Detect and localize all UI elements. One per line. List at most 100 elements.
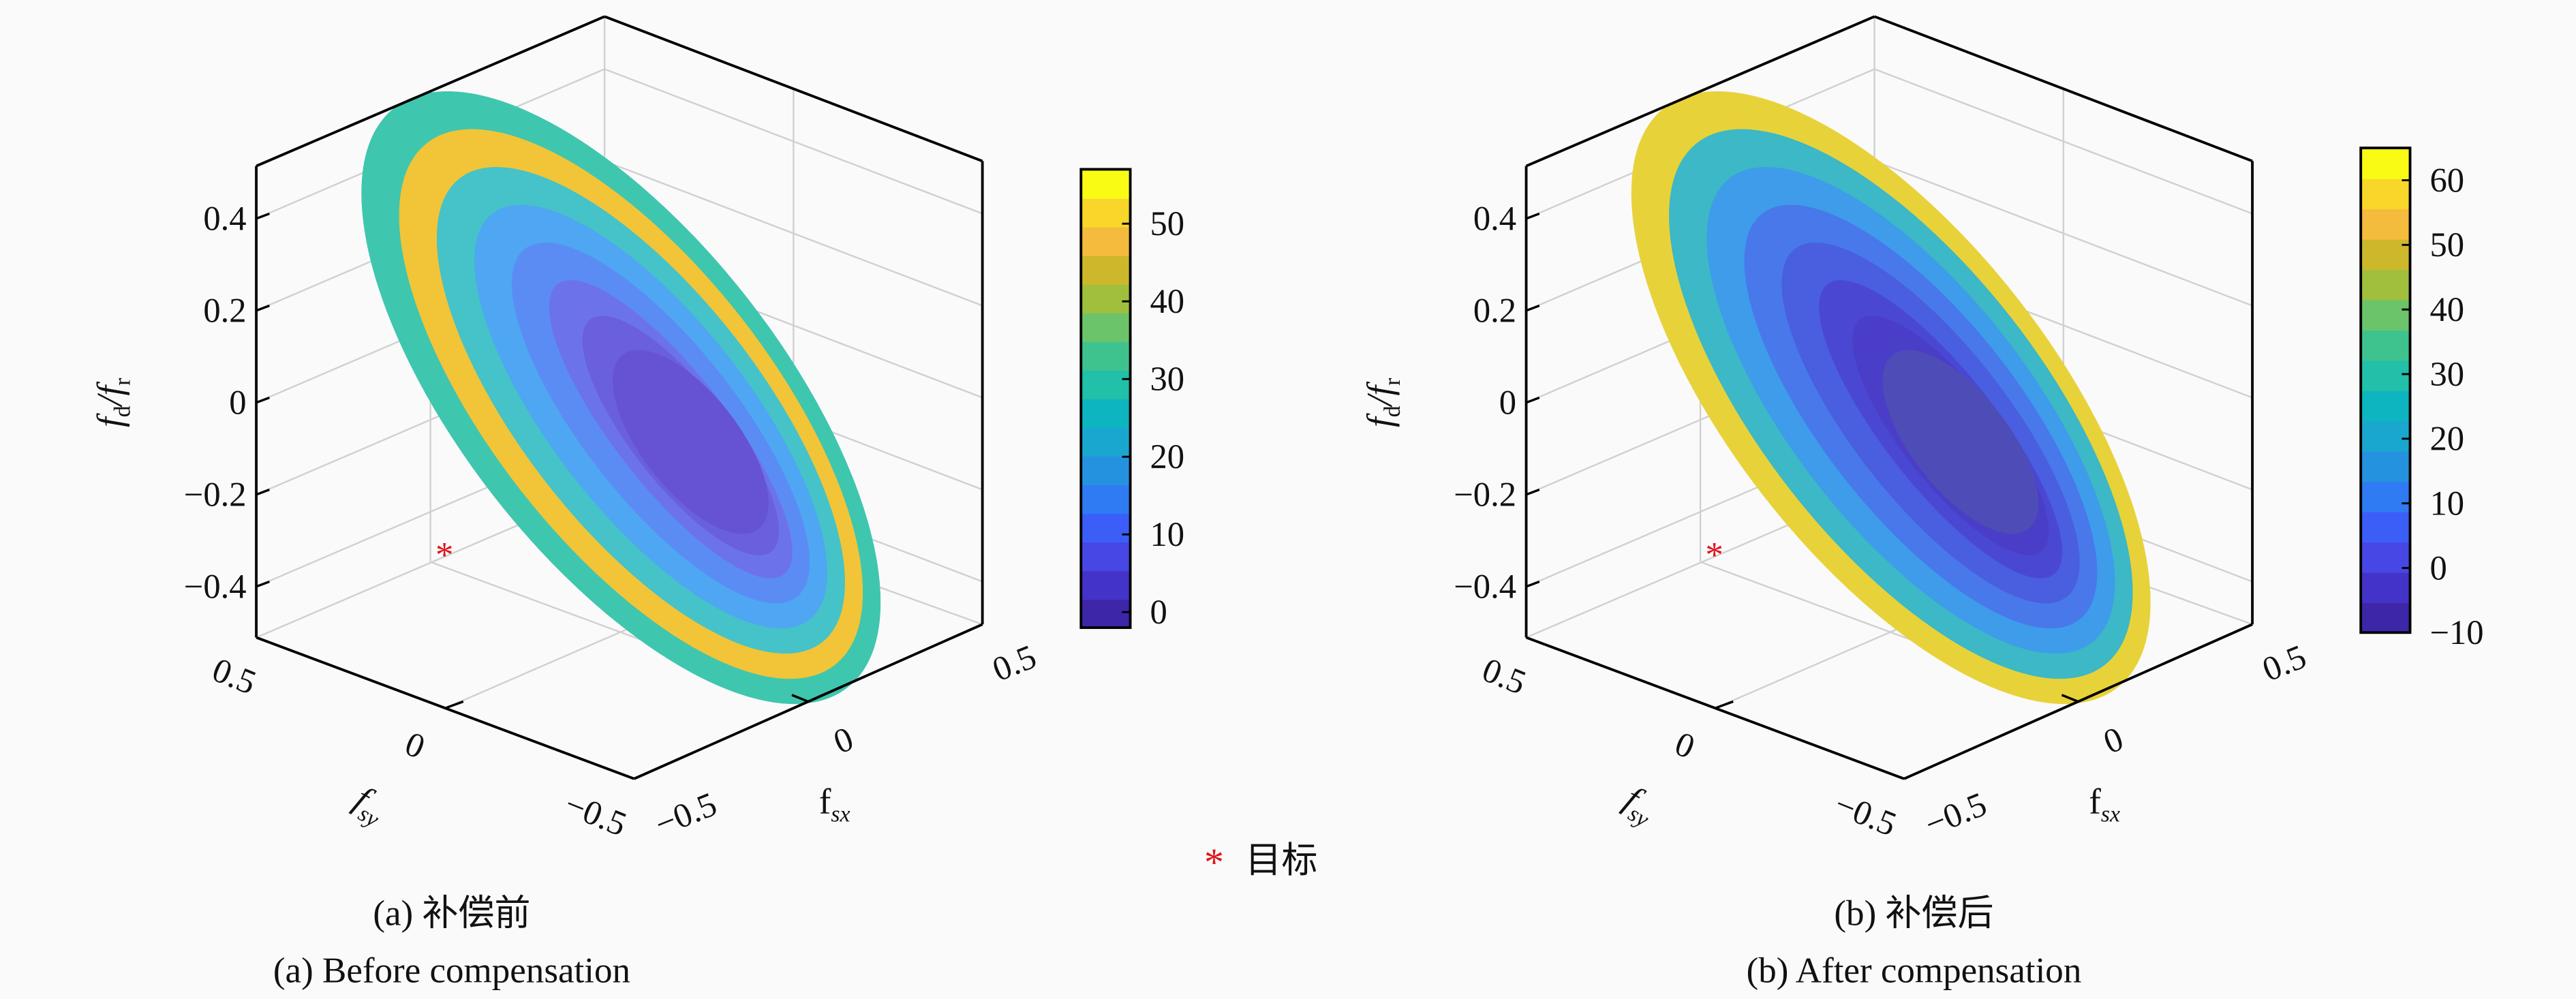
- target-marker: *: [1705, 536, 1723, 575]
- y-tick-label: 0: [1670, 724, 1700, 766]
- z-tick: [1525, 396, 1540, 404]
- colorbar-step: [1081, 283, 1131, 313]
- y-axis-label: fsy: [1615, 779, 1663, 833]
- caption-a-en: (a) Before compensation: [273, 951, 630, 991]
- x-tick-label: −0.5: [649, 784, 722, 843]
- colorbar-step: [1081, 427, 1131, 457]
- z-tick-label: 0.2: [1473, 292, 1516, 330]
- x-axis-label: fsx: [819, 782, 850, 827]
- colorbar-step: [1081, 226, 1131, 256]
- colorbar-tick-label: 20: [2429, 420, 2464, 458]
- x-tick: [791, 694, 809, 703]
- colorbar-tick-label: 10: [1150, 515, 1185, 553]
- axis-edge: [1873, 15, 2253, 163]
- colorbar-tick-label: 0: [2429, 549, 2447, 587]
- y-tick-label: 0.5: [207, 650, 262, 702]
- colorbar-step: [2361, 209, 2410, 240]
- z-tick: [1525, 212, 1540, 220]
- colorbar-step: [1081, 312, 1131, 342]
- x-tick-label: 0: [828, 719, 858, 760]
- x-tick-label: 0: [2098, 719, 2128, 760]
- z-tick-label: 0: [229, 384, 246, 422]
- axis-edge: [604, 15, 983, 163]
- z-tick: [256, 304, 270, 312]
- colorbar-step: [2361, 239, 2410, 271]
- y-tick: [1715, 700, 1734, 709]
- surface-disc: [361, 91, 881, 705]
- colorbar: 0 10 20 30 40 50: [1079, 168, 1185, 631]
- colorbar-tick-label: 50: [1150, 204, 1185, 243]
- colorbar-tick-label: 30: [2429, 355, 2464, 393]
- colorbar-step: [1081, 198, 1131, 228]
- colorbar-step: [1081, 455, 1131, 486]
- colorbar-tick-label: 20: [1150, 437, 1185, 476]
- panel-a: * 0.4 0.2 0 −0.2 −0.4 0.5 0 −0.5 −0.5 0 0.5 fd/fr fsy…: [90, 15, 1185, 844]
- z-tick-label: −0.2: [1454, 476, 1516, 514]
- colorbar-step: [2361, 572, 2410, 604]
- y-tick-label: 0: [400, 724, 430, 766]
- surface-disc: [1631, 91, 2151, 705]
- y-tick-label: −0.5: [1830, 784, 1902, 843]
- colorbar-step: [2361, 390, 2410, 422]
- z-tick: [1525, 488, 1540, 496]
- legend-target-marker: *: [1204, 840, 1224, 885]
- colorbar-step: [1081, 341, 1131, 371]
- surface-band: [1882, 350, 2039, 534]
- colorbar-step: [1081, 541, 1131, 572]
- y-tick-label: 0.5: [1477, 650, 1532, 702]
- z-tick: [1525, 580, 1540, 588]
- x-tick-label: 0.5: [987, 637, 1041, 689]
- colorbar-frame: [1079, 168, 1132, 629]
- colorbar-step: [1081, 369, 1131, 399]
- z-tick-label: 0: [1499, 384, 1516, 422]
- z-tick-label: −0.4: [1454, 568, 1516, 606]
- y-tick-label: −0.5: [559, 784, 632, 843]
- panel-b: * 0.4 0.2 0 −0.2 −0.4 0.5 0 −0.5 −0.5 0 0.5 fd/fr fsy…: [1360, 15, 2484, 844]
- z-tick-label: −0.2: [184, 476, 247, 514]
- colorbar-step: [2361, 178, 2410, 210]
- caption-a-cn: (a) 补偿前: [373, 893, 530, 933]
- colorbar-step: [2361, 148, 2410, 179]
- colorbar: −10 0 10 20 30 40 50 60: [2359, 147, 2484, 651]
- colorbar-step: [2361, 511, 2410, 543]
- y-axis-label: fsy: [346, 779, 393, 833]
- colorbar-step: [1081, 255, 1131, 285]
- caption-b-en: (b) After compensation: [1747, 951, 2082, 991]
- axis-edge: [256, 15, 605, 168]
- colorbar-tick-label: 60: [2429, 161, 2464, 199]
- colorbar-step: [2361, 360, 2410, 391]
- colorbar-step: [2361, 602, 2410, 634]
- x-axis-label: fsx: [2089, 782, 2120, 827]
- colorbar-step: [1081, 484, 1131, 514]
- colorbar-tick-label: −10: [2429, 613, 2483, 651]
- z-tick-label: 0.2: [203, 292, 246, 330]
- colorbar-tick-label: 10: [2429, 485, 2464, 523]
- axis-edge: [1525, 15, 1875, 168]
- colorbar-step: [2361, 268, 2410, 301]
- x-tick-label: 0.5: [2257, 637, 2312, 689]
- surface-band: [613, 350, 769, 534]
- z-tick-label: 0.4: [203, 200, 246, 238]
- colorbar-step: [2361, 420, 2410, 452]
- z-tick: [256, 396, 270, 404]
- colorbar-step: [2361, 450, 2410, 482]
- z-tick: [1525, 304, 1540, 312]
- x-tick: [2061, 694, 2079, 703]
- z-tick: [256, 580, 270, 588]
- colorbar-tick-label: 0: [1150, 593, 1167, 631]
- colorbar-tick-label: 40: [2429, 290, 2464, 328]
- colorbar-step: [2361, 481, 2410, 512]
- legend-target-label: 目标: [1245, 841, 1317, 880]
- z-axis-label: fd/fr: [1360, 378, 1405, 427]
- z-tick: [256, 212, 270, 220]
- y-axis: [256, 636, 635, 780]
- target-marker: *: [435, 536, 454, 575]
- caption-b-cn: (b) 补偿后: [1834, 893, 1993, 933]
- legend: * 目标: [1204, 840, 1317, 885]
- colorbar-step: [1081, 598, 1131, 629]
- colorbar-step: [1081, 169, 1131, 199]
- colorbar-step: [1081, 512, 1131, 543]
- colorbar-step: [2361, 329, 2410, 361]
- z-tick: [256, 488, 270, 496]
